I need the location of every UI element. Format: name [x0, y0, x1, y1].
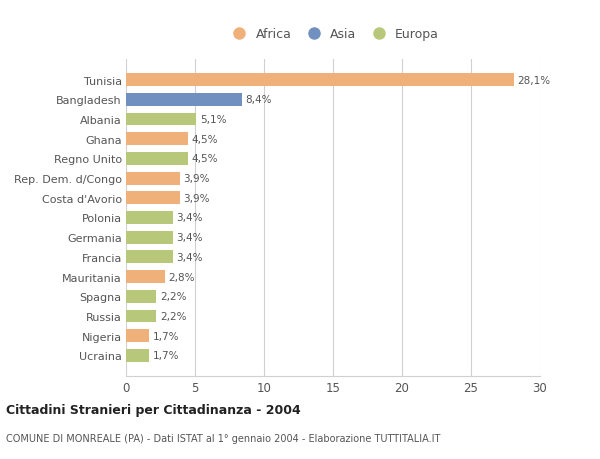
- Text: 2,2%: 2,2%: [160, 291, 187, 302]
- Text: 2,8%: 2,8%: [168, 272, 194, 282]
- Bar: [126, 271, 164, 283]
- Bar: [126, 74, 514, 87]
- Bar: [126, 330, 149, 342]
- Text: 4,5%: 4,5%: [191, 134, 218, 145]
- Bar: [126, 290, 157, 303]
- Bar: [126, 133, 188, 146]
- Bar: [126, 113, 196, 126]
- Text: 1,7%: 1,7%: [153, 331, 179, 341]
- Text: 3,9%: 3,9%: [183, 174, 210, 184]
- Text: 28,1%: 28,1%: [517, 75, 550, 85]
- Bar: [126, 251, 173, 264]
- Text: 3,4%: 3,4%: [176, 233, 203, 243]
- Text: 4,5%: 4,5%: [191, 154, 218, 164]
- Text: 3,9%: 3,9%: [183, 193, 210, 203]
- Text: COMUNE DI MONREALE (PA) - Dati ISTAT al 1° gennaio 2004 - Elaborazione TUTTITALI: COMUNE DI MONREALE (PA) - Dati ISTAT al …: [6, 433, 440, 442]
- Text: 2,2%: 2,2%: [160, 311, 187, 321]
- Bar: [126, 172, 180, 185]
- Bar: [126, 212, 173, 224]
- Text: 8,4%: 8,4%: [245, 95, 272, 105]
- Text: 5,1%: 5,1%: [200, 115, 226, 125]
- Bar: [126, 310, 157, 323]
- Bar: [126, 153, 188, 165]
- Bar: [126, 231, 173, 244]
- Bar: [126, 94, 242, 106]
- Text: 3,4%: 3,4%: [176, 213, 203, 223]
- Text: 1,7%: 1,7%: [153, 351, 179, 361]
- Legend: Africa, Asia, Europa: Africa, Asia, Europa: [227, 28, 439, 41]
- Bar: [126, 192, 180, 205]
- Text: Cittadini Stranieri per Cittadinanza - 2004: Cittadini Stranieri per Cittadinanza - 2…: [6, 403, 301, 416]
- Bar: [126, 349, 149, 362]
- Text: 3,4%: 3,4%: [176, 252, 203, 263]
